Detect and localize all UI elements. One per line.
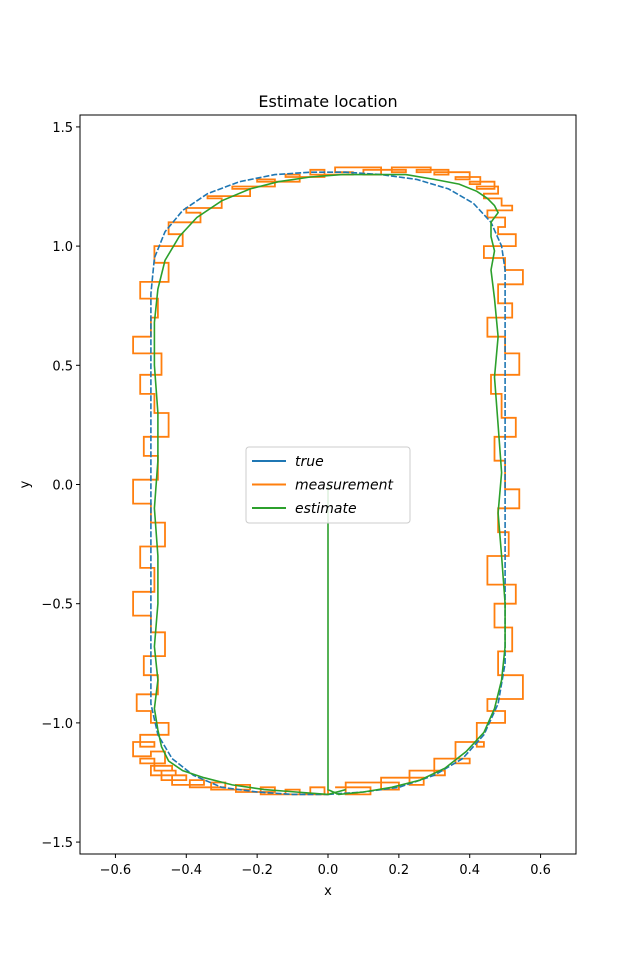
- series-layer: [132, 166, 524, 796]
- legend: true measurement estimate: [245, 446, 411, 524]
- ticks-layer: −0.6 −0.4 −0.2 0.0 0.2 0.4 0.6 −1.5 −1.0 −0.5 0.0 0…: [41, 121, 550, 878]
- x-tick-label: −0.6: [100, 863, 132, 878]
- x-tick-label: −0.2: [241, 863, 273, 878]
- y-tick-label: 0.5: [52, 359, 73, 374]
- series-estimate: [153, 173, 506, 796]
- x-tick-label: −0.4: [170, 863, 202, 878]
- x-tick-label: 0.4: [459, 863, 480, 878]
- y-tick-label: −0.5: [41, 598, 73, 613]
- series-measurement: [132, 166, 524, 796]
- chart-title: Estimate location: [258, 92, 397, 111]
- y-tick-label: 1.0: [52, 240, 73, 255]
- y-tick-label: −1.0: [41, 717, 73, 732]
- y-tick-label: 1.5: [52, 121, 73, 136]
- y-tick-label: −1.5: [41, 836, 73, 851]
- legend-box: [245, 446, 411, 524]
- y-tick-label: 0.0: [52, 479, 73, 494]
- x-tick-label: 0.6: [530, 863, 551, 878]
- legend-label-measurement: measurement: [295, 478, 393, 494]
- y-axis-label: y: [18, 480, 33, 488]
- legend-label-true: true: [295, 454, 324, 470]
- legend-label-estimate: estimate: [295, 501, 357, 517]
- x-tick-label: 0.2: [389, 863, 410, 878]
- x-axis-label: x: [324, 884, 332, 899]
- x-tick-label: 0.0: [318, 863, 339, 878]
